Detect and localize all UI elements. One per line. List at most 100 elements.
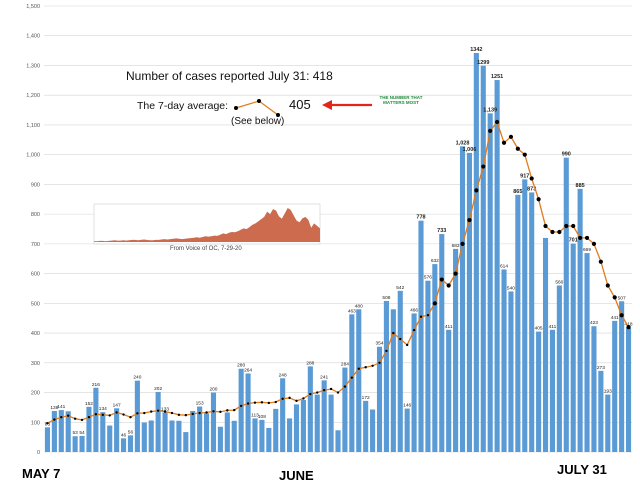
bar [542,237,549,452]
bar [487,113,493,452]
bar [114,408,120,452]
average-marker [508,134,514,139]
average-marker [184,413,188,417]
bar [44,427,51,452]
bar [134,380,140,452]
bar [390,309,396,452]
bar-value-label: 1,028 [456,140,470,146]
y-tick-label: 500 [31,301,40,307]
bar [376,346,383,452]
bar-value-label: 865 [513,189,522,195]
average-marker [115,411,118,414]
average-marker [94,413,98,416]
bar [162,412,168,452]
bar [439,234,445,452]
average-marker [343,385,347,388]
average-marker [626,325,631,330]
bar-value-label: 46 [121,432,127,438]
bar [570,243,576,452]
average-marker [150,410,153,413]
average-marker [233,408,236,412]
arrow-head [322,100,332,110]
bar [446,329,452,452]
bar-value-label: 240 [133,375,141,381]
average-marker [129,416,132,419]
bar-value-label: 466 [410,307,418,313]
bar [383,300,389,452]
bar [51,410,57,452]
bar-value-label: 614 [500,263,508,269]
bar-value-label: 463 [348,308,356,314]
bar [432,264,438,452]
average-marker [253,401,257,404]
mini-trend-line [235,100,279,116]
average-marker [350,376,354,379]
average-marker [591,241,597,246]
bar-value-label: 418 [625,322,633,328]
average-marker [122,413,125,416]
bar [217,426,223,452]
average-marker [274,400,277,404]
average-marker [405,343,409,347]
bar [210,392,217,452]
bar-value-label: 264 [244,368,252,374]
bar [169,420,175,452]
headline-text: Number of cases reported July 31: 418 [126,69,333,83]
bar-value-label: 669 [583,247,591,253]
average-marker [419,315,423,318]
average-marker [453,271,458,276]
average-marker [536,197,541,202]
average-marker [136,412,139,415]
average-marker [143,411,146,415]
june-month-label: JUNE [279,468,314,483]
bar [549,329,556,452]
average-marker [529,176,534,181]
average-marker [495,119,500,125]
average-marker [322,388,326,392]
average-marker [316,391,319,394]
gridlines [44,5,632,453]
bar-value-label: 193 [604,389,612,395]
inset-chart [93,203,321,245]
bar [120,438,127,452]
average-label: The 7-day average: [137,100,229,112]
average-marker [501,140,507,145]
daily-cases-bars [44,52,632,453]
bar [127,435,134,452]
y-tick-label: 1,200 [26,93,40,99]
may-month-label: MAY 7 [22,466,61,481]
average-marker [67,414,70,417]
bar-value-label: 53 [72,430,78,436]
average-marker [46,421,49,425]
y-tick-label: 1,400 [26,34,40,40]
bar [231,420,237,452]
bar-value-label: 202 [154,386,162,392]
mini-trend-marker [234,106,238,110]
average-marker [467,217,472,223]
bar [155,391,161,452]
average-marker [295,399,298,403]
average-marker [432,301,437,306]
bar-value-label: 146 [403,403,411,409]
bar-value-label: 917 [520,173,529,179]
bar-value-label: 152 [85,401,93,407]
average-marker [605,283,610,288]
average-marker [460,241,465,246]
bar-value-label: 133 [161,406,169,412]
average-marker [385,349,388,353]
y-tick-label: 300 [31,361,40,367]
y-tick-label: 200 [31,391,40,397]
bar [342,367,348,452]
bar-value-label: 273 [597,365,605,371]
bar [293,404,300,452]
average-marker [578,235,583,241]
bar-value-label: 632 [431,258,439,264]
y-tick-label: 900 [31,182,40,188]
average-marker [60,416,63,419]
bar-value-label: 411 [549,324,557,330]
average-marker [198,411,201,415]
callout-text: THE NUMBER THAT MATTERS MOST [379,95,423,105]
bar [335,430,341,452]
average-marker [302,397,305,400]
